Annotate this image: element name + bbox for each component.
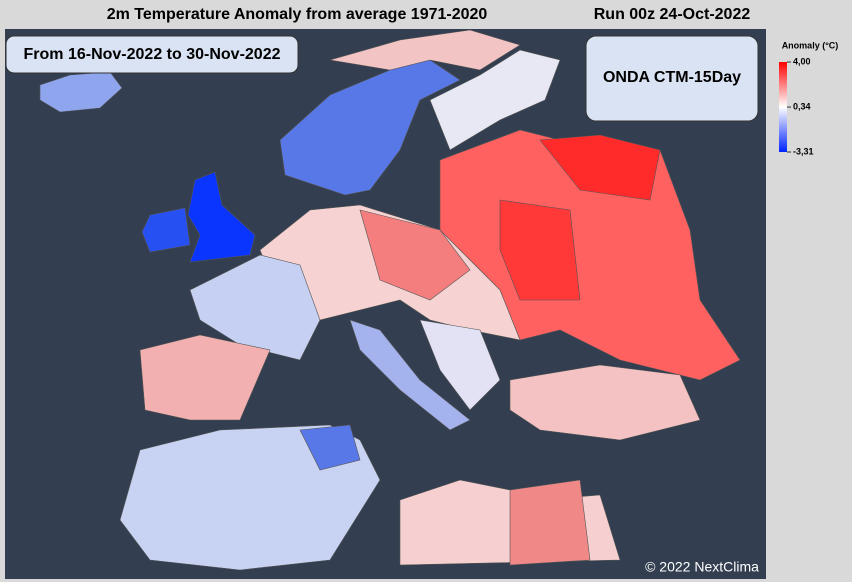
region [279,59,461,196]
color-bar [779,62,787,152]
region [189,254,321,361]
credit: © 2022 NextClima [645,559,759,575]
region [509,364,701,441]
region [359,209,471,301]
region [141,207,191,253]
map [39,29,741,571]
period-box [5,35,299,74]
model-box [585,35,759,122]
period: From 16-Nov-2022 to 30-Nov-2022 [24,46,281,63]
legend-label: -3,31 [793,146,814,156]
region [139,334,271,421]
run-label: Run 00z 24-Oct-2022 [594,6,751,23]
region [349,319,471,431]
legend-title: Anomaly (°C) [782,40,839,50]
region [499,199,581,301]
region [329,29,521,71]
region [539,134,661,201]
region [419,319,501,411]
legend-label: 4,00 [793,56,811,66]
region [299,424,361,471]
region [119,424,381,571]
region [39,71,123,113]
legend-label: 0,34 [793,101,811,111]
region [509,479,591,566]
region [187,171,256,263]
model: ONDA CTM-15Day [603,69,741,86]
title: 2m Temperature Anomaly from average 1971… [107,6,488,23]
region [429,49,561,151]
